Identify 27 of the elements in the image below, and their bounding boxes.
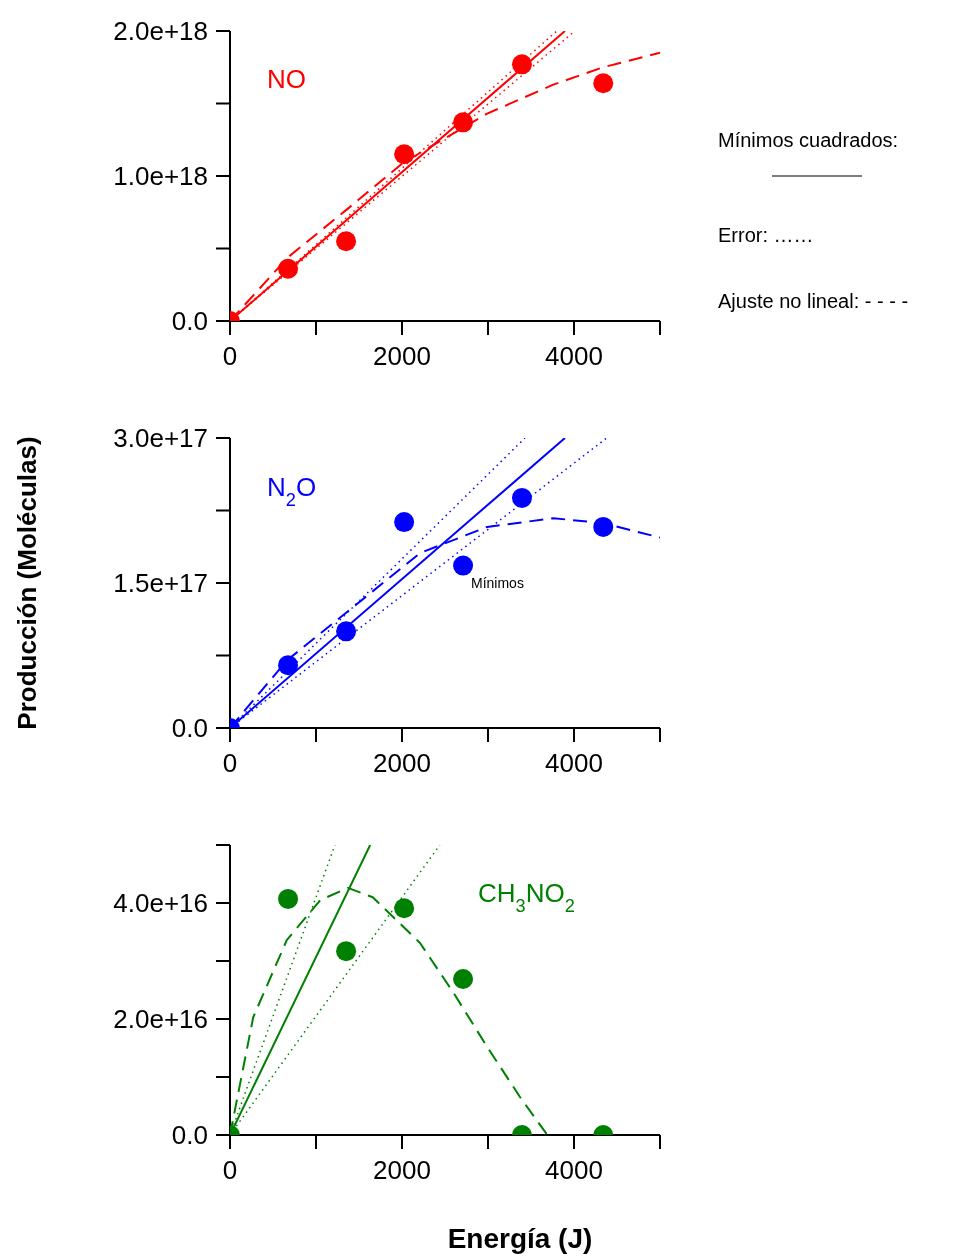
text: Ajuste no lineal: - - - -	[718, 290, 909, 312]
y-axis-title: Producción (Moléculas)	[12, 436, 42, 730]
x-tick-label: 4000	[545, 748, 603, 778]
y-tick-label: 4.0e+16	[113, 888, 208, 918]
y-tick-label: 0.0	[171, 306, 208, 336]
text: Mínimos cuadrados:	[718, 129, 899, 151]
text: Error: ……	[718, 224, 814, 246]
x-tick-label: 0	[222, 341, 238, 371]
y-tick-label: 2.0e+18	[113, 16, 208, 46]
x-tick-label: 4000	[545, 341, 603, 371]
x-tick-label: 2000	[373, 341, 431, 371]
x-axis-title: Energía (J)	[447, 1223, 593, 1254]
x-tick-label: 0	[222, 1155, 238, 1185]
text: CH$_{3}$NO$_{2}$	[478, 878, 575, 916]
y-tick-label: 2.0e+16	[113, 1004, 208, 1034]
text: N$_{2}$O	[267, 472, 317, 510]
text: NO	[267, 64, 306, 94]
x-tick-label: 4000	[545, 1155, 603, 1185]
y-tick-label: 1.0e+18	[113, 161, 208, 191]
annotation: Mínimos	[471, 575, 524, 591]
x-tick-label: 2000	[373, 1155, 431, 1185]
x-tick-label: 2000	[373, 748, 431, 778]
y-tick-label: 0.0	[171, 713, 208, 743]
x-tick-label: 0	[222, 748, 238, 778]
y-tick-label: 0.0	[171, 1120, 208, 1150]
y-tick-label: 1.5e+17	[113, 568, 208, 598]
y-tick-label: 3.0e+17	[113, 423, 208, 453]
